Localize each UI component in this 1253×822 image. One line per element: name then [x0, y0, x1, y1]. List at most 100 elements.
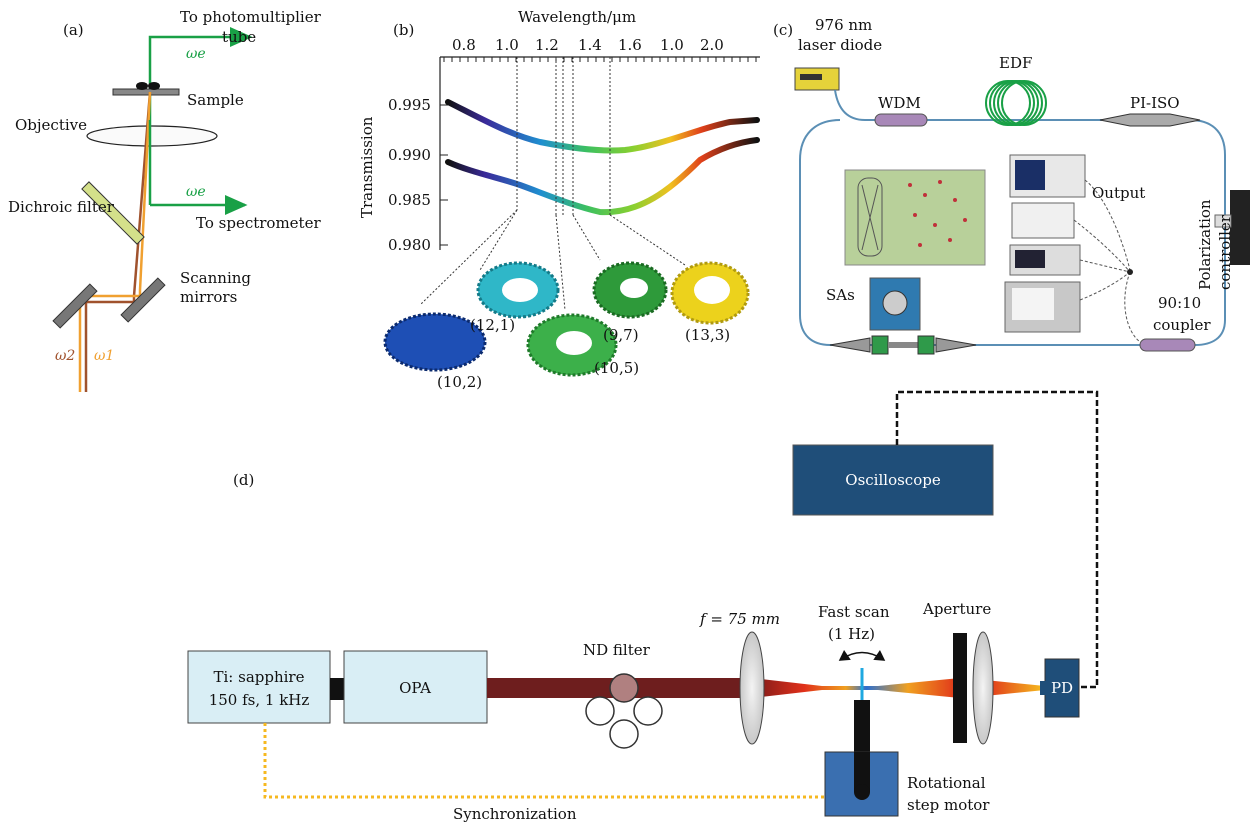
- b-ylabel: Transmission: [358, 116, 376, 218]
- aperture-plate: [953, 633, 967, 743]
- to-spectrometer-label: To spectrometer: [196, 214, 321, 232]
- panel-b-label: (b): [393, 21, 414, 39]
- opa-label: OPA: [399, 679, 431, 697]
- b-top-tick-7: 2.0: [700, 36, 724, 54]
- scanning-label-2: mirrors: [180, 288, 237, 306]
- fastscan-label-1: Fast scan: [818, 603, 890, 621]
- pi-iso-component: [1099, 113, 1201, 127]
- panel-a: (a) To photomultiplier tube ωe Sample Ob…: [8, 8, 322, 392]
- scanning-mirror-2: [120, 277, 166, 323]
- instrument-power-meter: [1011, 202, 1075, 239]
- fastscan-arrow: [838, 649, 886, 661]
- sample-label: Sample: [187, 91, 244, 109]
- objective-label: Objective: [15, 116, 87, 134]
- chirality-9-7: (9,7): [603, 326, 639, 344]
- panel-a-label: (a): [63, 21, 84, 39]
- b-xlabel: Wavelength/μm: [518, 8, 636, 26]
- scanning-label-1: Scanning: [180, 269, 251, 287]
- sync-cable: [263, 723, 825, 799]
- b-top-minor-ticks: [443, 57, 757, 62]
- b-ytick-4: 0.980: [388, 236, 431, 254]
- oscilloscope-label: Oscilloscope: [845, 471, 941, 489]
- nanotube-10-2: [383, 312, 487, 372]
- connector-ferrule: [888, 342, 918, 348]
- rotational-label-1: Rotational: [907, 774, 986, 792]
- nanotube-12-1-hole: [502, 278, 538, 302]
- b-curve-lower: [445, 137, 760, 216]
- nd-disc-left: [585, 696, 615, 726]
- connector-body-right: [917, 335, 935, 355]
- laser-diode-display: [800, 74, 822, 80]
- to-pmt-label-2: tube: [222, 28, 256, 46]
- connector-left: [829, 337, 871, 353]
- sample-dot-2: [148, 82, 160, 90]
- ti-label-1: Ti: sapphire: [214, 668, 305, 686]
- ti-sapphire-box: [187, 650, 331, 724]
- coupler-component: [1139, 338, 1196, 352]
- panel-d-label: (d): [233, 471, 254, 489]
- chirality-10-2: (10,2): [437, 373, 482, 391]
- laser-label-2: laser diode: [798, 36, 882, 54]
- b-ytick-3: 0.985: [388, 191, 431, 209]
- focal-length-label: f = 75 mm: [699, 610, 780, 628]
- b-ytick-2: 0.990: [388, 146, 431, 164]
- pd-window: [1040, 681, 1048, 695]
- panel-b: (b) Wavelength/μm 0.8 1.0 1.2 1.4 1.6 1.…: [358, 8, 760, 391]
- synchronization-label: Synchronization: [453, 805, 577, 822]
- nanotube-10-5-hole: [556, 331, 592, 355]
- aperture-label: Aperture: [922, 600, 991, 618]
- b-ytick-1: 0.995: [388, 96, 431, 114]
- b-nanotubes: [383, 261, 750, 377]
- collection-lens: [972, 631, 994, 745]
- polarization-controller: [1230, 190, 1250, 265]
- sa-nanotube-drawing: [857, 177, 883, 257]
- panel-d: (d) Oscilloscope Ti: sapphire 150 fs, 1 …: [187, 390, 1099, 822]
- wdm-label: WDM: [878, 94, 921, 112]
- pd-label: PD: [1051, 679, 1073, 697]
- omega1-label: ω1: [94, 348, 114, 364]
- step-motor-shaft: [854, 752, 870, 792]
- objective-lens: [86, 125, 218, 147]
- focusing-lens: [739, 631, 765, 745]
- b-top-tick-2: 1.0: [495, 36, 519, 54]
- polarization-label-2: controller: [1216, 214, 1234, 290]
- dichroic-label: Dichroic filter: [8, 198, 115, 216]
- b-curve-upper: [445, 99, 760, 154]
- nd-filter-label: ND filter: [583, 641, 651, 659]
- focused-beam: [752, 678, 960, 698]
- chirality-10-5: (10,5): [594, 359, 639, 377]
- sa-graphene-dots: [908, 180, 967, 247]
- coupler-label-1: 90:10: [1158, 294, 1201, 312]
- fiber-loop: [799, 89, 1226, 346]
- fastscan-label-2: (1 Hz): [828, 625, 875, 643]
- rotational-label-2: step motor: [907, 796, 990, 814]
- output-label: Output: [1092, 184, 1145, 202]
- opa-box: [343, 650, 488, 724]
- b-top-tick-6: 1.0: [660, 36, 684, 54]
- panel-c-label: (c): [773, 21, 793, 39]
- ti-opa-coupler: [330, 678, 344, 700]
- omega2-label: ω2: [55, 348, 75, 364]
- connector-body-left: [871, 335, 889, 355]
- dichroic-filter: [81, 181, 145, 245]
- scanning-mirror-1: [52, 283, 98, 329]
- wdm-component: [874, 113, 928, 127]
- sample-dot-1: [136, 82, 148, 90]
- b-guide-lines: [419, 57, 686, 311]
- chirality-12-1: (12,1): [470, 316, 515, 334]
- edf-label: EDF: [999, 54, 1032, 72]
- instrument-analyzer-screen: [1015, 250, 1045, 268]
- output-connections: [1073, 179, 1141, 343]
- instrument-scope-screen: [1012, 288, 1054, 320]
- b-top-tick-1: 0.8: [452, 36, 476, 54]
- b-top-tick-5: 1.6: [618, 36, 642, 54]
- output-splitter: [1127, 269, 1133, 275]
- ti-label-2: 150 fs, 1 kHz: [209, 691, 310, 709]
- omega-e-mid: ωe: [186, 184, 206, 200]
- instrument-osa-screen: [1015, 160, 1045, 190]
- chirality-13-3: (13,3): [685, 326, 730, 344]
- nanotube-13-3-hole: [694, 276, 730, 304]
- nd-disc-top: [609, 673, 639, 703]
- pi-iso-label: PI-ISO: [1130, 94, 1180, 112]
